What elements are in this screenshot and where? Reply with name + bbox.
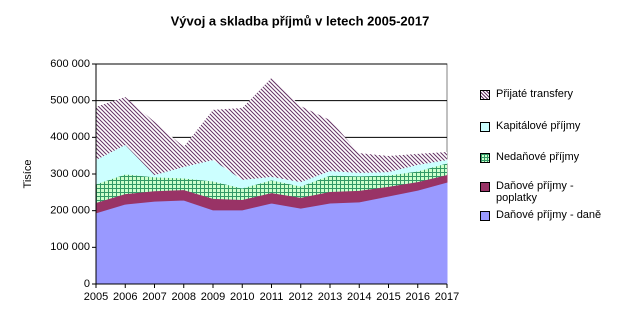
legend-item: Daňové příjmy - daně bbox=[480, 209, 615, 221]
x-tick-label: 2005 bbox=[84, 291, 108, 303]
y-tick-label: 0 bbox=[84, 278, 90, 290]
legend-item: Nedaňové příjmy bbox=[480, 151, 615, 163]
y-tick-label: 200 000 bbox=[50, 205, 90, 217]
chart-title: Vývoj a skladba příjmů v letech 2005-201… bbox=[171, 13, 430, 28]
y-tick-label: 400 000 bbox=[50, 131, 90, 143]
area bbox=[96, 77, 447, 183]
x-tick-label: 2017 bbox=[435, 291, 459, 303]
x-tick-label: 2009 bbox=[201, 291, 225, 303]
legend-swatch bbox=[480, 182, 490, 192]
y-tick-label: 100 000 bbox=[50, 241, 90, 253]
legend-swatch bbox=[480, 153, 490, 163]
x-tick-label: 2007 bbox=[142, 291, 166, 303]
x-tick-label: 2014 bbox=[347, 291, 371, 303]
legend-item: Přijaté transfery bbox=[480, 88, 615, 100]
legend-swatch bbox=[480, 122, 490, 132]
x-tick-label: 2008 bbox=[172, 291, 196, 303]
legend-item: Daňové příjmy - poplatky bbox=[480, 180, 615, 204]
legend-item: Kapitálové příjmy bbox=[480, 120, 615, 132]
y-axis-label: Tisíce bbox=[22, 160, 34, 189]
legend-label: Nedaňové příjmy bbox=[496, 151, 580, 163]
x-tick-label: 2015 bbox=[376, 291, 400, 303]
y-tick-label: 500 000 bbox=[50, 95, 90, 107]
x-tick-label: 2012 bbox=[289, 291, 313, 303]
legend-label: Daňové příjmy - daně bbox=[496, 209, 602, 221]
x-tick-label: 2010 bbox=[230, 291, 254, 303]
legend-label: Kapitálové příjmy bbox=[496, 120, 581, 132]
x-tick-label: 2006 bbox=[113, 291, 137, 303]
x-tick-label: 2016 bbox=[406, 291, 430, 303]
x-tick-label: 2011 bbox=[260, 291, 284, 303]
area bbox=[95, 144, 448, 189]
legend-label: Daňové příjmy - poplatky bbox=[496, 180, 574, 204]
legend-swatch bbox=[480, 211, 490, 221]
x-tick-label: 2013 bbox=[318, 291, 342, 303]
legend-label: Přijaté transfery bbox=[496, 88, 574, 100]
area bbox=[96, 163, 447, 203]
y-tick-label: 600 000 bbox=[50, 58, 90, 70]
y-tick-label: 300 000 bbox=[50, 168, 90, 180]
legend-swatch bbox=[480, 90, 490, 100]
